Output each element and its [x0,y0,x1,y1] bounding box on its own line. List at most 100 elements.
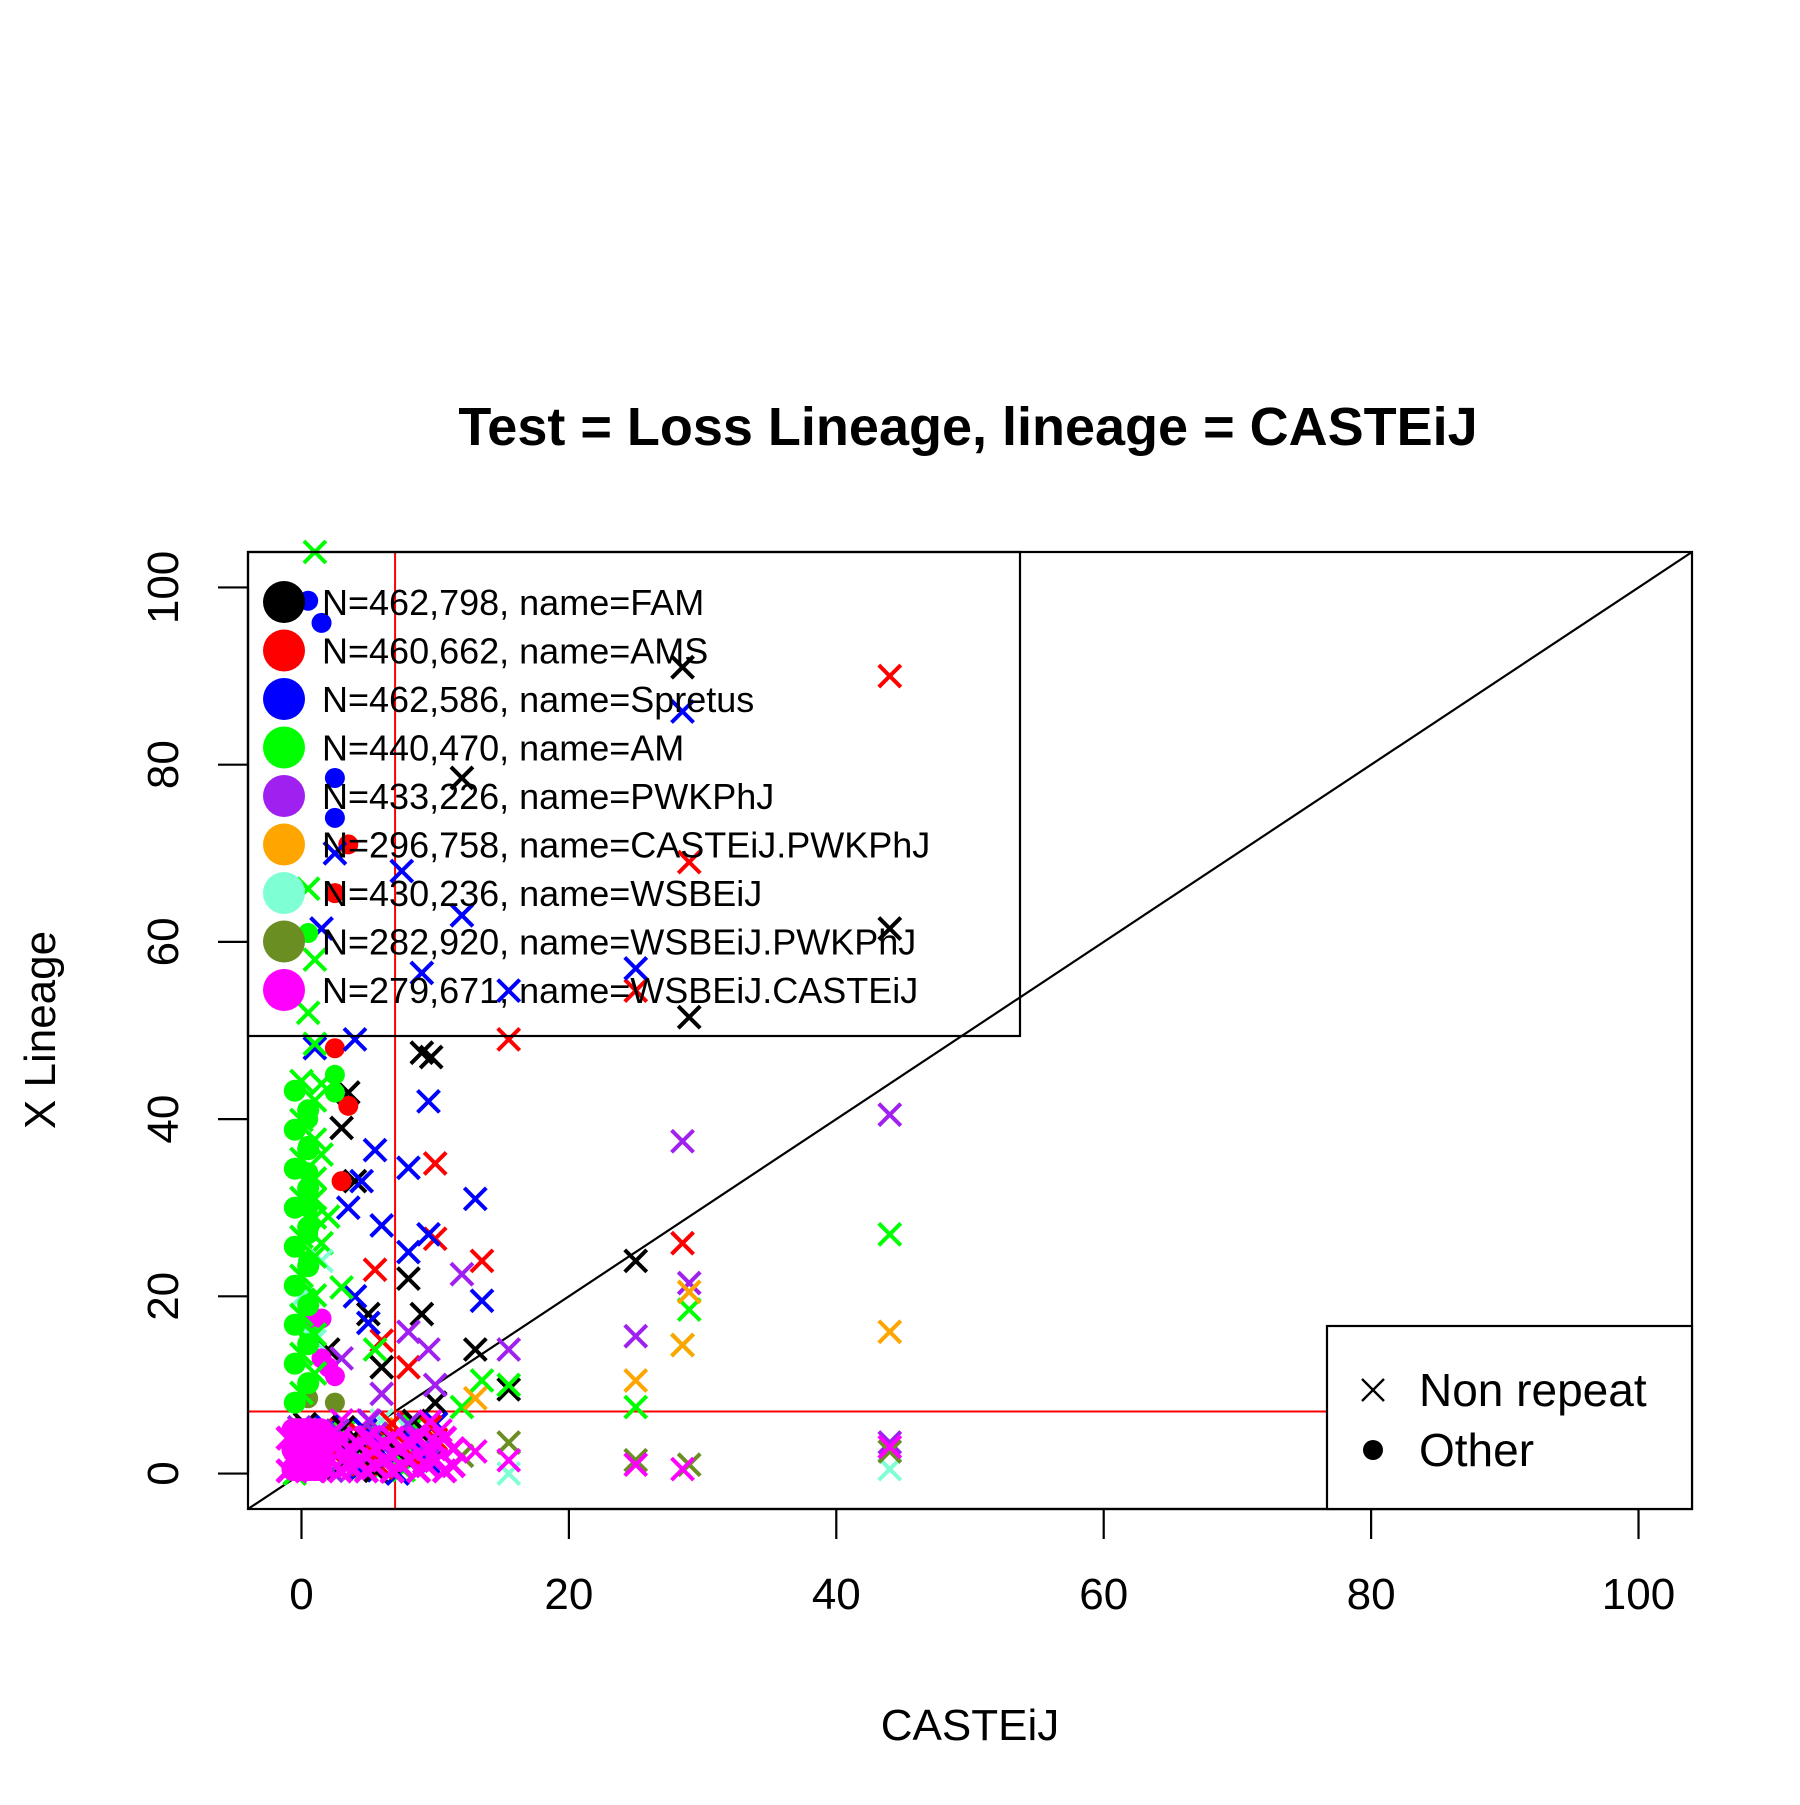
data-point [623,1368,649,1393]
legend-label: N=462,798, name=FAM [322,582,704,623]
legend-label: N=433,226, name=PWKPhJ [322,776,774,817]
dot-marker-icon [1363,1440,1383,1460]
data-point [496,978,522,1004]
legend-swatch [263,823,305,866]
data-point [877,663,903,689]
data-point [422,1372,448,1398]
band-point [297,1255,320,1278]
y-axis-label: X Lineage [16,931,65,1129]
data-point [676,1004,702,1030]
data-point [449,902,475,928]
legend-label: N=462,586, name=Spretus [322,679,754,720]
band-point [283,1352,306,1375]
band-point [302,1283,328,1308]
data-point [676,1297,702,1323]
band-point [302,1088,328,1113]
data-point [496,1447,522,1473]
data-point [496,1337,522,1362]
data-point [324,807,345,828]
data-point [324,1366,345,1387]
band-point [297,1333,320,1356]
data-point [396,1319,421,1345]
x-tick-label: 0 [289,1570,313,1619]
series-4 [329,1102,903,1455]
band-point [297,1099,320,1122]
data-point [362,1337,388,1362]
data-point [670,1456,695,1482]
dense-point-band [275,1068,467,1486]
band-point [283,1313,306,1336]
x-tick-label: 100 [1602,1570,1675,1619]
data-point [462,1337,488,1362]
data-point [362,1257,388,1283]
legend-label: N=296,758, name=CASTEiJ.PWKPhJ [322,825,930,866]
legend-swatch [263,872,305,914]
data-point [462,1385,488,1411]
data-point [369,1354,395,1380]
y-tick-label: 100 [139,551,188,624]
data-point [302,947,328,973]
diagonal-line [247,551,1693,1510]
data-point [496,1372,522,1398]
data-point [409,960,435,986]
data-point [469,1368,495,1393]
series-1 [324,663,903,1380]
band-point [302,1127,328,1152]
data-point [676,1270,702,1296]
data-point [329,1115,355,1141]
data-point [416,1088,441,1114]
data-point [369,1213,395,1238]
data-point [623,978,649,1004]
data-point [462,1438,488,1464]
data-point [324,1038,345,1059]
data-point [422,1390,448,1416]
data-point [877,1221,903,1247]
data-point [362,1137,388,1163]
band-point [308,1457,333,1482]
data-point [324,767,345,788]
legend-swatch [263,581,305,623]
y-axis: 0 20 40 60 80 100 [139,551,250,1486]
data-point [670,699,695,724]
data-point [389,858,415,884]
band-point [283,1391,306,1414]
data-point [311,1308,332,1329]
data-point [349,1168,375,1194]
data-point [355,1301,381,1327]
shape-legend-label: Other [1419,1424,1534,1476]
data-point [496,1376,522,1402]
data-point [877,1456,903,1482]
legend-swatch [263,629,305,672]
y-tick-label: 40 [139,1095,188,1144]
y-tick-label: 60 [139,917,188,966]
band-point [302,1361,328,1386]
data-point [324,1392,345,1413]
x-tick-label: 20 [544,1570,593,1619]
data-point [623,1447,649,1473]
band-point [302,1322,328,1347]
band-point [302,1244,328,1269]
data-point [369,1381,395,1407]
band-point [308,1437,333,1462]
band-point [283,1196,306,1219]
band-point [283,1079,306,1102]
legend-label: N=282,920, name=WSBEiJ.PWKPhJ [322,922,916,963]
data-point [335,1195,361,1221]
band-point [283,1274,306,1297]
data-point [469,1248,495,1274]
data-point [302,1035,328,1061]
data-point [462,1186,488,1212]
series-legend: N=462,798, name=FAM N=460,662, name=AMS N=… [246,550,1022,1038]
data-point [342,1283,368,1309]
data-point [496,1026,522,1052]
shape-legend: Non repeat Other [1325,1324,1694,1511]
data-point [449,1261,475,1287]
data-point [623,1248,649,1274]
legend-swatch [263,969,305,1011]
data-point [396,1354,421,1380]
data-point [670,654,695,680]
data-point [311,612,332,633]
data-point [396,1239,421,1265]
y-tick-label: 0 [139,1461,188,1485]
